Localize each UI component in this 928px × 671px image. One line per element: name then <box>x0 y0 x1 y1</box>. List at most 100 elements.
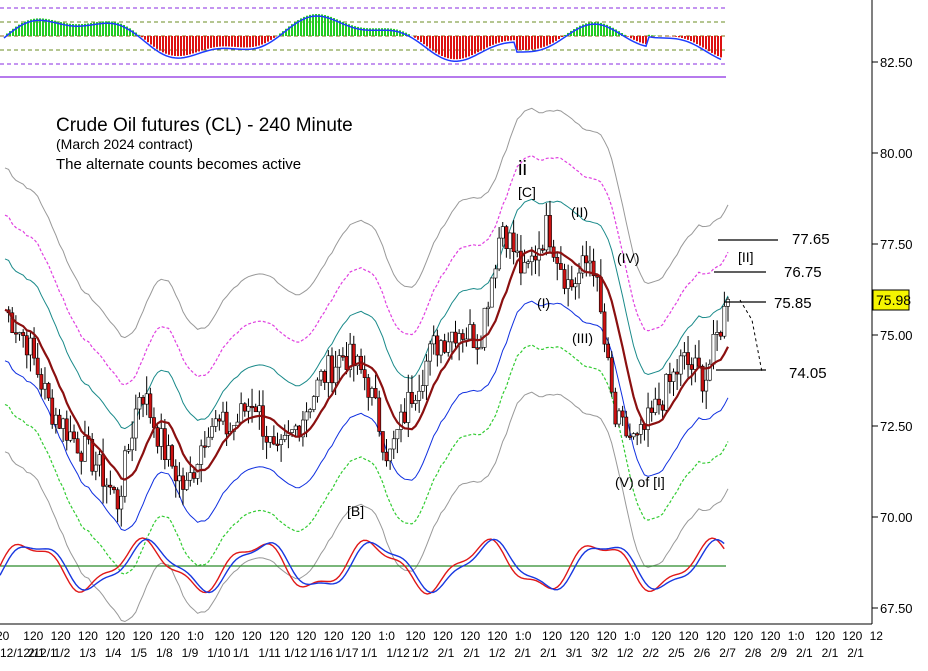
histogram-bar <box>684 36 686 39</box>
histogram-bar <box>213 36 215 48</box>
candle-body <box>115 489 120 510</box>
target-label: 77.65 <box>792 231 830 248</box>
candle-body <box>526 261 531 264</box>
candle-body <box>301 419 305 438</box>
candle-body <box>64 418 69 441</box>
histogram-bar <box>693 36 695 43</box>
x-tick-label-time: 120 <box>651 629 671 643</box>
histogram-bar <box>87 23 89 36</box>
candle-body <box>108 484 113 488</box>
histogram-bar <box>489 36 491 47</box>
candle-body <box>282 435 287 440</box>
histogram-bar <box>252 36 254 47</box>
histogram-bar <box>297 20 299 36</box>
histogram-bar <box>90 22 92 36</box>
candle-body <box>235 421 240 426</box>
histogram-bar <box>525 36 527 50</box>
histogram-bar <box>159 36 161 51</box>
magenta-dashed-band <box>4 154 729 386</box>
histogram-bar <box>414 36 416 38</box>
candle-body <box>90 439 95 472</box>
histogram-bar <box>147 36 149 43</box>
candle-body <box>544 215 549 251</box>
x-tick-label-time: 120 <box>324 629 344 643</box>
wave-label: (IV) <box>617 250 640 266</box>
histogram-bar <box>396 29 398 36</box>
candle-body <box>173 465 178 482</box>
candle-body <box>689 364 694 370</box>
x-tick-label-date: 2/1 <box>540 646 557 660</box>
histogram-bar <box>15 26 17 36</box>
histogram-bar <box>537 36 539 49</box>
histogram-bar <box>585 23 587 36</box>
x-tick-label-date: 2/1 <box>514 646 531 660</box>
current-price-marker: 75.98 <box>872 289 911 311</box>
candle-body <box>315 379 320 397</box>
x-tick-label-date: 1/5 <box>130 646 147 660</box>
histogram-bar <box>72 24 74 36</box>
histogram-bar <box>84 23 86 36</box>
histogram-bar <box>168 36 170 55</box>
outer-gray-band-lower <box>4 391 729 623</box>
histogram-bar <box>156 36 158 49</box>
candle-body <box>261 405 265 437</box>
x-tick-label-time: 120 <box>160 629 180 643</box>
candle-body <box>511 232 516 253</box>
histogram-bar <box>285 28 287 36</box>
histogram-bar <box>114 21 116 36</box>
histogram-bar <box>231 36 233 47</box>
histogram-bar <box>348 24 350 36</box>
histogram-bar <box>228 36 230 47</box>
histogram-bar <box>699 36 701 46</box>
candle-body <box>340 355 345 358</box>
histogram-bar <box>66 23 68 36</box>
price-y-axis: 82.50 80.00 77.50 75.00 72.50 70.00 67.50 <box>872 55 913 616</box>
candle-body <box>667 374 672 382</box>
histogram-bar <box>105 21 107 36</box>
histogram-bar <box>720 36 722 58</box>
x-tick-label-date: 2/1 <box>463 646 480 660</box>
histogram-bar <box>342 21 344 36</box>
histogram-bar <box>207 36 209 49</box>
candle-body <box>257 405 262 413</box>
histogram-bar <box>30 19 32 36</box>
histogram-bar <box>438 36 440 55</box>
x-tick-label-time: 120 <box>433 629 453 643</box>
x-tick-label-time: 120 <box>78 629 98 643</box>
histogram-bar <box>222 36 224 47</box>
candle-body <box>275 443 280 446</box>
candle-body <box>264 435 269 443</box>
histogram-bar <box>675 36 677 37</box>
histogram-bar <box>435 36 437 53</box>
candle-body <box>704 379 709 392</box>
candle-body <box>631 433 636 438</box>
candle-body <box>566 279 571 289</box>
histogram-bar <box>78 24 80 36</box>
candle-body <box>304 411 309 421</box>
histogram-bar <box>378 28 380 36</box>
candle-body <box>122 450 127 497</box>
candle-body <box>515 250 520 253</box>
candle-body <box>355 355 360 367</box>
candle-body <box>591 260 596 277</box>
histogram-bar <box>183 36 185 56</box>
histogram-bar <box>372 28 374 36</box>
histogram-bar <box>561 36 563 38</box>
candle-body <box>726 299 730 307</box>
histogram-bar <box>381 28 383 36</box>
candle-body <box>24 335 29 356</box>
histogram-bar <box>453 36 455 60</box>
candle-body <box>497 237 502 270</box>
candle-body <box>188 472 193 481</box>
histogram-bar <box>432 36 434 51</box>
histogram-bar <box>678 36 680 38</box>
candle-body <box>239 403 244 423</box>
candle-body <box>486 306 491 309</box>
y-tick-label: 77.50 <box>880 237 913 252</box>
x-tick-label-date: 3/2 <box>591 646 608 660</box>
histogram-bar <box>477 36 479 53</box>
x-tick-label-time: 12 <box>870 629 884 643</box>
histogram-bar <box>534 36 536 50</box>
histogram-bar <box>117 22 119 36</box>
candle-body <box>308 409 313 413</box>
